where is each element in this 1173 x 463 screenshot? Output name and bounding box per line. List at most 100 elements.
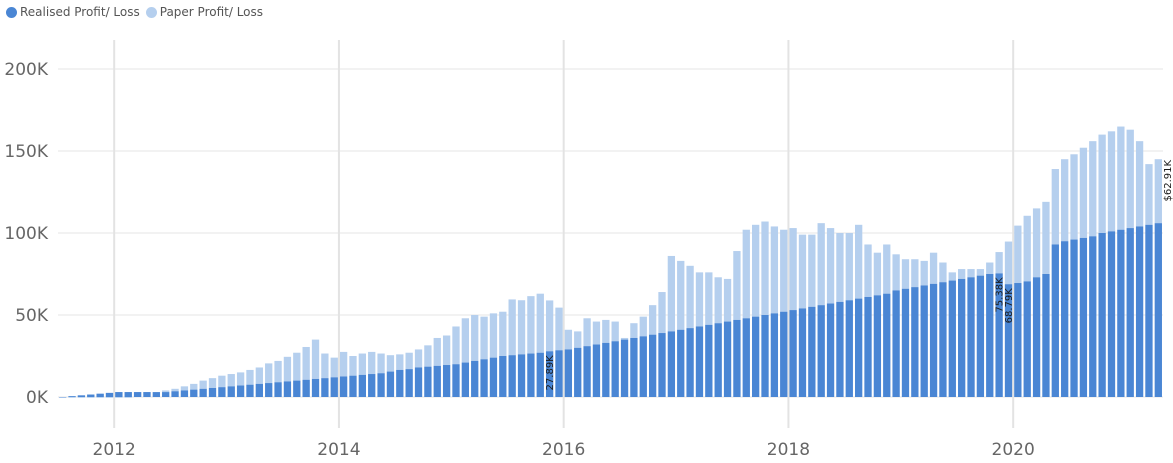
realised-bar[interactable] [208,387,217,397]
paper-bar[interactable] [1154,159,1162,224]
paper-bar[interactable] [1135,141,1144,227]
realised-bar[interactable] [1107,231,1116,397]
paper-bar[interactable] [808,234,816,307]
paper-bar[interactable] [761,221,769,315]
realised-bar[interactable] [311,378,320,397]
paper-bar[interactable] [976,269,985,276]
realised-bar[interactable] [59,397,67,398]
paper-bar[interactable] [499,311,507,356]
paper-bar[interactable] [321,353,329,379]
realised-bar[interactable] [368,374,376,397]
realised-bar[interactable] [489,357,498,397]
realised-bar[interactable] [508,355,516,397]
realised-bar[interactable] [190,389,198,397]
paper-bar[interactable] [489,313,498,358]
realised-bar[interactable] [124,392,132,397]
realised-bar[interactable] [920,285,928,397]
paper-bar[interactable] [339,351,348,377]
paper-bar[interactable] [480,316,488,360]
paper-bar[interactable] [218,375,226,388]
paper-bar[interactable] [1107,131,1116,232]
realised-bar[interactable] [405,369,413,397]
paper-bar[interactable] [1061,159,1069,242]
realised-bar[interactable] [1014,283,1022,397]
paper-bar[interactable] [602,319,610,343]
realised-bar[interactable] [911,287,919,397]
paper-bar[interactable] [1023,215,1031,282]
paper-bar[interactable] [911,259,919,288]
realised-bar[interactable] [536,352,544,397]
paper-bar[interactable] [527,296,535,354]
realised-bar[interactable] [162,392,170,397]
paper-bar[interactable] [995,252,1003,274]
realised-bar[interactable] [68,396,76,397]
realised-bar[interactable] [780,311,788,397]
paper-bar[interactable] [864,244,872,297]
paper-bar[interactable] [1004,241,1013,285]
paper-bar[interactable] [208,378,217,388]
realised-bar[interactable] [976,275,985,397]
realised-bar[interactable] [133,392,142,397]
paper-bar[interactable] [789,228,797,311]
realised-bar[interactable] [480,359,488,397]
paper-bar[interactable] [171,388,179,392]
paper-bar[interactable] [555,307,563,351]
realised-bar[interactable] [939,282,947,397]
realised-bar[interactable] [1145,224,1153,397]
paper-bar[interactable] [630,323,638,338]
realised-bar[interactable] [677,329,685,397]
paper-bar[interactable] [986,262,994,274]
paper-bar[interactable] [536,293,544,353]
realised-bar[interactable] [330,377,338,397]
paper-bar[interactable] [948,272,956,281]
realised-bar[interactable] [358,374,366,397]
paper-bar[interactable] [358,353,366,375]
realised-bar[interactable] [873,295,882,397]
paper-bar[interactable] [967,269,975,278]
realised-bar[interactable] [817,305,825,397]
realised-bar[interactable] [639,336,647,397]
realised-bar[interactable] [461,362,470,397]
realised-bar[interactable] [87,394,95,397]
paper-bar[interactable] [714,277,722,324]
realised-bar[interactable] [648,334,657,397]
paper-bar[interactable] [845,233,853,301]
realised-bar[interactable] [1154,223,1162,397]
paper-bar[interactable] [433,337,441,366]
paper-bar[interactable] [780,229,788,312]
paper-bar[interactable] [452,326,460,365]
paper-bar[interactable] [574,331,582,348]
paper-bar[interactable] [667,255,676,332]
paper-bar[interactable] [461,318,470,363]
paper-bar[interactable] [471,315,479,361]
paper-bar[interactable] [368,351,376,375]
realised-bar[interactable] [246,384,254,397]
realised-bar[interactable] [499,356,507,397]
realised-bar[interactable] [1117,229,1125,397]
paper-bar[interactable] [620,337,629,340]
realised-bar[interactable] [96,393,104,397]
realised-bar[interactable] [845,300,853,397]
realised-bar[interactable] [545,351,554,397]
paper-bar[interactable] [1098,134,1106,233]
paper-bar[interactable] [386,355,395,372]
realised-bar[interactable] [611,341,619,397]
realised-bar[interactable] [789,310,797,397]
paper-bar[interactable] [255,367,263,384]
realised-bar[interactable] [1051,244,1059,397]
realised-bar[interactable] [152,392,160,397]
paper-bar[interactable] [742,229,750,319]
realised-bar[interactable] [883,293,891,397]
paper-bar[interactable] [162,390,170,393]
paper-bar[interactable] [592,321,601,345]
realised-bar[interactable] [1061,241,1069,397]
paper-bar[interactable] [1089,141,1097,237]
legend-item-realised[interactable]: Realised Profit/ Loss [6,5,140,19]
realised-bar[interactable] [864,296,872,397]
realised-bar[interactable] [751,316,760,397]
realised-bar[interactable] [620,339,629,397]
paper-bar[interactable] [330,357,338,378]
realised-bar[interactable] [630,337,638,397]
paper-bar[interactable] [377,353,385,374]
realised-bar[interactable] [1079,237,1088,397]
